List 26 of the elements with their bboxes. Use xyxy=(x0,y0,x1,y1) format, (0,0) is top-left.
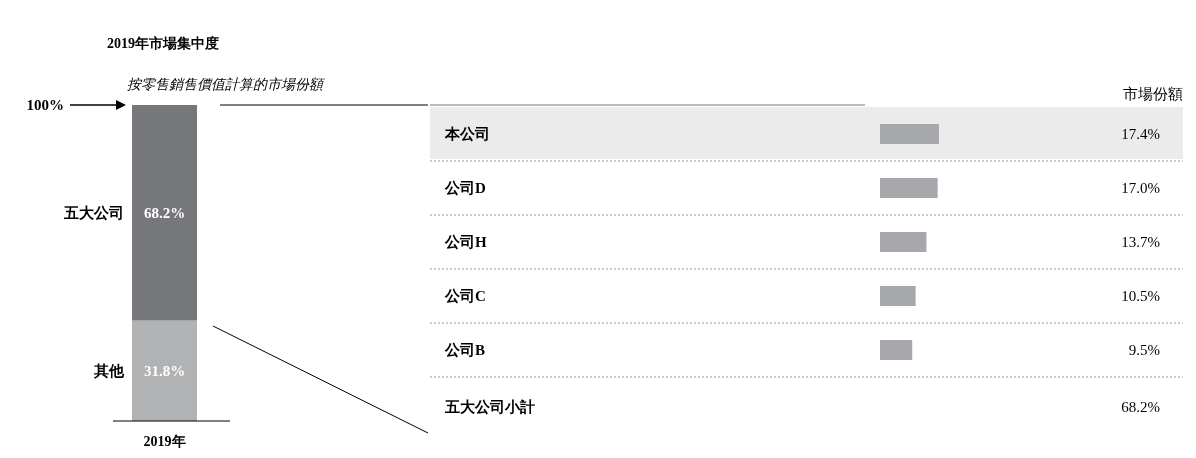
text: 五大公司小計 xyxy=(444,399,535,415)
bar xyxy=(880,124,939,144)
text: 市場份額 xyxy=(1123,86,1183,102)
y-tick-label: 公司D xyxy=(444,180,486,196)
y-tick-label: 本公司 xyxy=(444,126,490,142)
bar xyxy=(880,232,927,252)
x-tick-label: 2019年 xyxy=(143,434,186,449)
text: 按零售銷售價值計算的市場份額 xyxy=(127,77,326,92)
y-tick-label: 公司B xyxy=(444,342,486,358)
y-tick-label: 公司C xyxy=(444,288,486,304)
bar xyxy=(880,340,913,360)
bar xyxy=(880,286,916,306)
text: 100% xyxy=(26,97,64,113)
data-label: 17.0% xyxy=(1121,180,1160,196)
data-label: 31.8% xyxy=(143,362,186,379)
series-label: 五大公司 xyxy=(63,204,124,221)
data-label: 17.4% xyxy=(1121,126,1160,142)
bar xyxy=(880,178,938,198)
text: 68.2% xyxy=(1121,399,1160,415)
data-label: 10.5% xyxy=(1121,288,1160,304)
chart-title: 2019年市場集中度 xyxy=(107,35,219,51)
data-label: 68.2% xyxy=(143,204,186,221)
series-label: 其他 xyxy=(93,362,125,379)
data-label: 13.7% xyxy=(1121,234,1160,250)
y-tick-label: 公司H xyxy=(444,234,487,250)
data-label: 9.5% xyxy=(1128,342,1160,358)
